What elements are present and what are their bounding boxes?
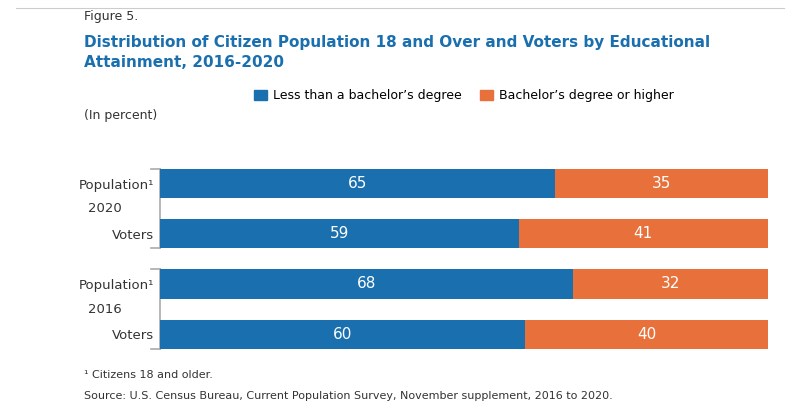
Bar (160, 219, 518, 248)
Text: 40: 40 (637, 327, 656, 342)
Text: 59: 59 (330, 226, 349, 241)
Text: 2016: 2016 (89, 302, 122, 316)
Text: 32: 32 (661, 277, 681, 291)
Text: Source: U.S. Census Bureau, Current Population Survey, November supplement, 2016: Source: U.S. Census Bureau, Current Popu… (84, 391, 613, 401)
Legend: Less than a bachelor’s degree, Bachelor’s degree or higher: Less than a bachelor’s degree, Bachelor’… (249, 84, 679, 107)
Text: ¹ Citizens 18 and older.: ¹ Citizens 18 and older. (84, 370, 213, 380)
Bar (160, 320, 525, 349)
Bar (555, 169, 768, 198)
Bar (525, 320, 768, 349)
Text: 35: 35 (652, 176, 671, 191)
Text: 2020: 2020 (89, 202, 122, 215)
Bar (574, 270, 768, 298)
Bar (518, 219, 768, 248)
Bar (160, 169, 555, 198)
Text: (In percent): (In percent) (84, 109, 158, 122)
Text: 41: 41 (634, 226, 653, 241)
Text: 65: 65 (348, 176, 367, 191)
Text: Figure 5.: Figure 5. (84, 10, 138, 23)
Text: Distribution of Citizen Population 18 and Over and Voters by Educational
Attainm: Distribution of Citizen Population 18 an… (84, 35, 710, 70)
Bar (160, 270, 574, 298)
Text: 68: 68 (357, 277, 377, 291)
Text: 60: 60 (333, 327, 352, 342)
